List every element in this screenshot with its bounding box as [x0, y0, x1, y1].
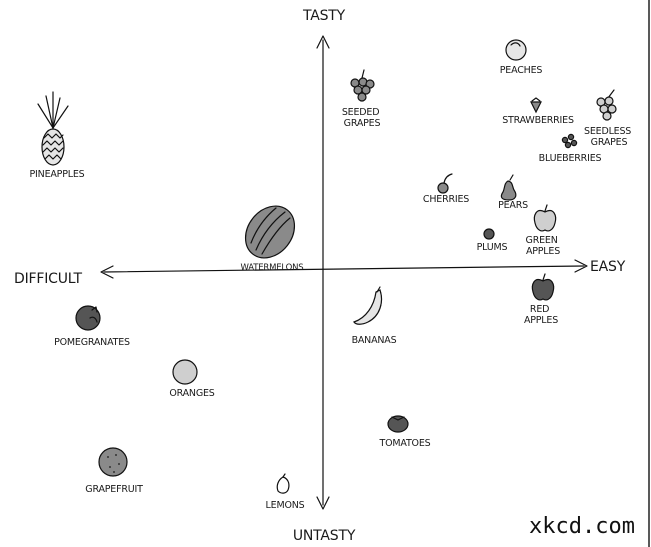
fruit-seedless-grapes: SEEDLESS GRAPES: [584, 89, 634, 148]
credit-text: xkcd.com: [529, 514, 635, 539]
fruit-green-apples: GREEN APPLES: [526, 204, 561, 257]
peach-icon: [505, 39, 527, 61]
apple-icon: [531, 273, 555, 301]
fruit-tomatoes: TOMATOES: [379, 415, 431, 449]
fruit-label: CHERRIES: [423, 194, 469, 205]
vertical-axis: [316, 35, 330, 510]
lemon-icon: [276, 473, 290, 494]
fruit-peaches: PEACHES: [500, 39, 543, 76]
fruit-label: BLUEBERRIES: [539, 153, 602, 164]
fruit-lemons: LEMONS: [266, 473, 305, 511]
fruit-label: PINEAPPLES: [30, 169, 85, 180]
fruit-label: GREEN APPLES: [526, 235, 561, 257]
fruit-blueberries: BLUEBERRIES: [539, 133, 602, 164]
fruit-oranges: ORANGES: [169, 359, 215, 399]
fruit-label: TOMATOES: [379, 438, 431, 449]
fruit-label: RED APPLES: [524, 304, 558, 326]
fruit-label: STRAWBERRIES: [502, 115, 574, 126]
horizontal-axis: [100, 259, 588, 279]
fruit-label: SEEDED GRAPES: [342, 107, 382, 129]
grapefruit-icon: [98, 447, 128, 477]
fruit-red-apples: RED APPLES: [524, 273, 558, 326]
pear-icon: [500, 174, 517, 201]
blueberries-icon: [561, 133, 578, 149]
orange-icon: [172, 359, 198, 385]
axis-label-easy: EASY: [590, 259, 626, 275]
strawberry-icon: [530, 97, 542, 114]
fruit-plums: PLUMS: [477, 228, 508, 253]
fruit-pears: PEARS: [498, 174, 528, 211]
fruit-grapefruit: GRAPEFRUIT: [85, 447, 143, 495]
fruit-watermelons: WATERMELONS: [241, 205, 304, 273]
fruit-pomegranates: POMEGRANATES: [54, 305, 130, 348]
fruit-label: ORANGES: [169, 388, 214, 399]
tomato-icon: [387, 415, 409, 433]
fruit-label: PLUMS: [477, 242, 508, 253]
fruit-label: PEARS: [498, 200, 528, 211]
pomegranate-icon: [75, 305, 101, 331]
fruit-strawberries: STRAWBERRIES: [502, 97, 574, 126]
cherry-icon: [437, 173, 453, 194]
fruit-cherries: CHERRIES: [423, 173, 469, 205]
fruit-label: BANANAS: [352, 335, 397, 346]
fruit-bananas: BANANAS: [352, 286, 397, 346]
fruit-label: LEMONS: [266, 500, 305, 511]
fruit-label: WATERMELONS: [241, 263, 304, 273]
apple-icon: [533, 204, 557, 232]
watermelon-icon: [244, 205, 296, 259]
fruit-label: POMEGRANATES: [54, 337, 130, 348]
banana-icon: [353, 286, 383, 325]
fruit-pineapples: PINEAPPLES: [30, 91, 85, 180]
fruit-label: SEEDLESS GRAPES: [584, 126, 634, 148]
fruit-label: GRAPEFRUIT: [85, 484, 143, 495]
fruit-seeded-grapes: SEEDED GRAPES: [342, 69, 382, 129]
plum-icon: [483, 228, 495, 240]
axis-label-untasty: UNTASTY: [293, 528, 356, 544]
grapes-icon: [596, 89, 617, 121]
pineapple-icon: [37, 91, 69, 166]
axis-label-difficult: DIFFICULT: [14, 271, 82, 287]
axis-label-tasty: TASTY: [302, 8, 346, 24]
fruit-label: PEACHES: [500, 65, 543, 76]
grapes-icon: [350, 69, 375, 102]
